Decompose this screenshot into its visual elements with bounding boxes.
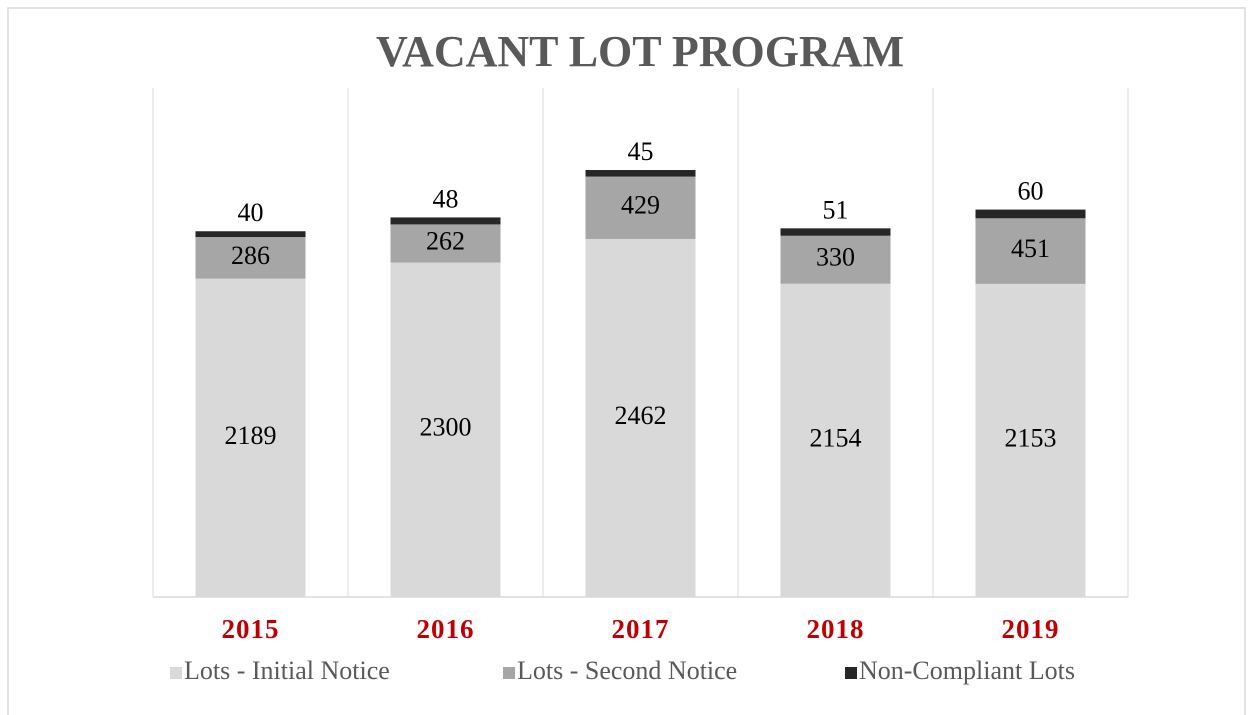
bar-segment [975, 209, 1086, 219]
data-label: 2462 [615, 401, 667, 430]
data-label: 45 [628, 137, 654, 166]
bar-segment [975, 218, 1086, 284]
legend-swatch [170, 667, 182, 679]
bar-segment [780, 283, 891, 597]
legend-label: Lots - Second Notice [517, 656, 737, 685]
data-label: 60 [1018, 177, 1044, 206]
legend-label: Lots - Initial Notice [184, 656, 390, 685]
bar-segment [390, 262, 501, 597]
x-tick-label: 2016 [417, 614, 475, 644]
bar-segment [195, 278, 306, 597]
data-label: 2189 [225, 421, 277, 450]
data-label: 262 [426, 226, 465, 255]
data-label: 2154 [810, 423, 862, 452]
x-tick-label: 2019 [1002, 614, 1060, 644]
bar-segment [780, 228, 891, 236]
legend-label: Non-Compliant Lots [859, 656, 1075, 685]
data-label: 48 [433, 184, 459, 213]
x-tick-label: 2015 [222, 614, 280, 644]
bar-segment [390, 217, 501, 225]
data-label: 286 [231, 241, 270, 270]
legend-swatch [845, 667, 857, 679]
bar-segment [390, 224, 501, 263]
bar-segment [585, 176, 696, 239]
x-tick-label: 2017 [612, 614, 670, 644]
bar-segment [975, 283, 1086, 597]
bar-segment [780, 235, 891, 284]
x-tick-label: 2018 [807, 614, 865, 644]
bar-segment [585, 170, 696, 177]
data-label: 330 [816, 243, 855, 272]
chart-title: VACANT LOT PROGRAM [376, 27, 904, 76]
data-label: 451 [1011, 234, 1050, 263]
data-label: 40 [238, 198, 264, 227]
legend-swatch [503, 667, 515, 679]
bar-segment [195, 231, 306, 238]
data-label: 429 [621, 191, 660, 220]
data-label: 2300 [420, 413, 472, 442]
data-label: 2153 [1005, 423, 1057, 452]
data-label: 51 [823, 195, 849, 224]
bar-segment [195, 237, 306, 279]
bar-segment [585, 238, 696, 597]
